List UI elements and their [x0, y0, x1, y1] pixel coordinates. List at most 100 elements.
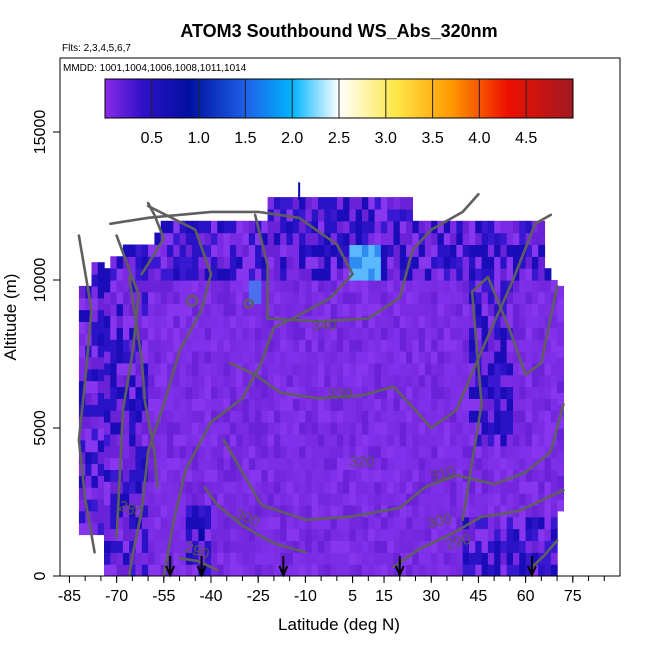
- heatmap-cell: [229, 493, 237, 506]
- heatmap-cell: [519, 291, 527, 305]
- heatmap-cell: [368, 457, 376, 470]
- heatmap-cell: [494, 564, 502, 576]
- heatmap-cell: [311, 291, 319, 305]
- heatmap-cell: [418, 505, 426, 518]
- heatmap-cell: [336, 564, 344, 576]
- heatmap-cell: [525, 351, 533, 364]
- heatmap-cell: [141, 268, 149, 281]
- heatmap-cell: [557, 475, 564, 488]
- heatmap-cell: [248, 268, 256, 281]
- heatmap-cell: [418, 457, 426, 470]
- heatmap-cell: [185, 315, 193, 328]
- heatmap-cell: [538, 268, 546, 281]
- heatmap-cell: [267, 433, 275, 447]
- heatmap-cell: [418, 433, 426, 447]
- heatmap-cell: [481, 410, 489, 423]
- heatmap-cell: [450, 552, 457, 565]
- heatmap-cell: [223, 469, 231, 482]
- heatmap-cell: [135, 433, 143, 447]
- heatmap-cell: [500, 505, 508, 518]
- heatmap-cell: [217, 398, 225, 411]
- heatmap-cell: [380, 433, 388, 447]
- contour-line: [243, 298, 254, 309]
- heatmap-cell: [443, 457, 451, 470]
- heatmap-cell: [255, 339, 262, 352]
- heatmap-cell: [324, 564, 332, 576]
- heatmap-cell: [135, 398, 143, 411]
- heatmap-cell: [544, 493, 552, 506]
- heatmap-cell: [387, 422, 395, 435]
- heatmap-cell: [544, 398, 552, 411]
- contour-label: 290: [444, 531, 473, 554]
- heatmap-cell: [192, 469, 199, 482]
- heatmap-cell: [85, 309, 93, 322]
- heatmap-cell: [349, 291, 357, 305]
- heatmap-cell: [462, 481, 470, 494]
- heatmap-cell: [374, 315, 382, 328]
- heatmap-cell: [318, 433, 325, 447]
- heatmap-cell: [110, 268, 118, 281]
- heatmap-cell: [431, 232, 439, 245]
- heatmap-cell: [299, 280, 306, 293]
- heatmap-cell: [349, 351, 357, 364]
- heatmap-cell: [393, 445, 401, 459]
- heatmap-cell: [456, 516, 464, 530]
- heatmap-cell: [299, 232, 306, 245]
- heatmap-cell: [336, 209, 344, 222]
- heatmap-cell: [450, 386, 457, 399]
- heatmap-cell: [362, 374, 369, 388]
- heatmap-cell: [273, 327, 281, 340]
- heatmap-cell: [406, 374, 413, 388]
- heatmap-cell: [273, 398, 281, 411]
- heatmap-cell: [217, 552, 225, 565]
- heatmap-cell: [481, 552, 489, 565]
- heatmap-cell: [167, 422, 174, 435]
- heatmap-cell: [292, 410, 300, 423]
- heatmap-cell: [78, 416, 86, 429]
- heatmap-cell: [531, 362, 539, 376]
- heatmap-cell: [481, 528, 489, 541]
- heatmap-cell: [500, 516, 508, 530]
- heatmap-cell: [481, 220, 489, 234]
- heatmap-cell: [198, 445, 206, 459]
- heatmap-cell: [204, 481, 212, 494]
- heatmap-cell: [374, 516, 382, 530]
- heatmap-cell: [248, 540, 256, 553]
- heatmap-cell: [355, 445, 363, 459]
- heatmap-cell: [387, 481, 395, 494]
- heatmap-cell: [154, 528, 162, 541]
- heatmap-cell: [292, 481, 300, 494]
- heatmap-cell: [494, 505, 502, 518]
- heatmap-cell: [481, 505, 489, 518]
- heatmap-cell: [456, 457, 464, 470]
- heatmap-cell: [173, 481, 181, 494]
- heatmap-cell: [525, 457, 533, 470]
- heatmap-cell: [324, 422, 332, 435]
- heatmap-cell: [544, 386, 552, 399]
- heatmap-cell: [513, 552, 520, 565]
- heatmap-cell: [299, 197, 306, 210]
- heatmap-cell: [185, 445, 193, 459]
- heatmap-cell: [286, 339, 294, 352]
- heatmap-cell: [519, 481, 527, 494]
- heatmap-cell: [154, 327, 162, 340]
- colorbar-tick-label: 1.0: [187, 130, 209, 147]
- heatmap-cell: [242, 327, 250, 340]
- heatmap-cell: [368, 433, 376, 447]
- heatmap-cell: [198, 386, 206, 399]
- heatmap-cell: [355, 386, 363, 399]
- heatmap-cell: [462, 362, 470, 376]
- heatmap-cell: [362, 386, 369, 399]
- heatmap-cell: [443, 362, 451, 376]
- heatmap-cell: [122, 398, 130, 411]
- heatmap-cell: [469, 469, 476, 482]
- heatmap-cell: [229, 244, 237, 257]
- heatmap-cell: [557, 357, 564, 370]
- heatmap-cell: [424, 327, 432, 340]
- heatmap-cell: [387, 374, 395, 388]
- heatmap-cell: [424, 481, 432, 494]
- heatmap-cell: [513, 433, 520, 447]
- heatmap-cell: [242, 220, 250, 234]
- heatmap-cell: [550, 303, 558, 317]
- heatmap-cell: [97, 451, 105, 465]
